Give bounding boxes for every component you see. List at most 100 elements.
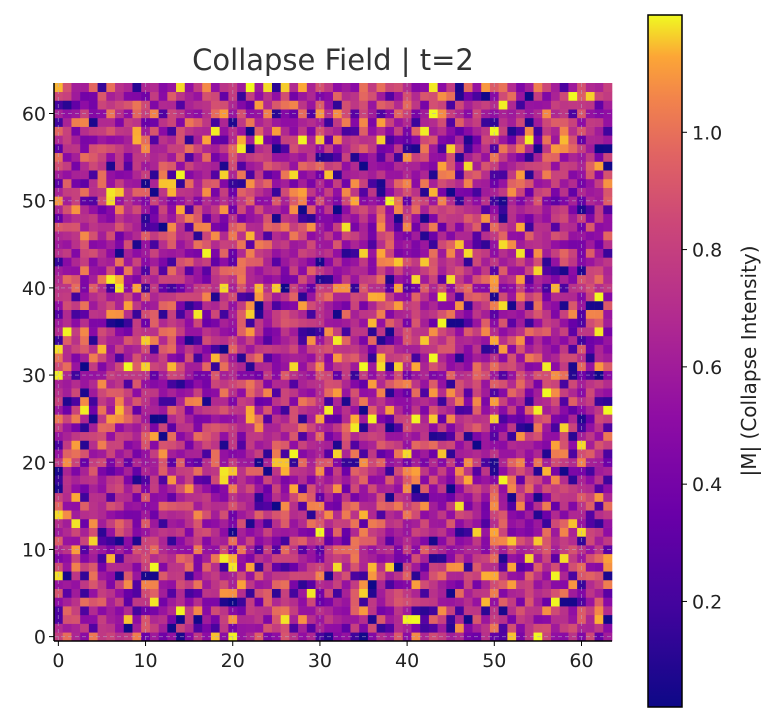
heatmap-cell — [341, 579, 351, 589]
heatmap-cell — [341, 187, 351, 197]
heatmap-cell — [603, 396, 613, 406]
heatmap-cell — [324, 91, 334, 101]
heatmap-cell — [97, 205, 107, 215]
heatmap-cell — [202, 571, 212, 581]
heatmap-cell — [568, 135, 578, 145]
heatmap-cell — [176, 571, 186, 581]
heatmap-cell — [559, 492, 569, 502]
heatmap-cell — [594, 501, 604, 511]
heatmap-cell — [411, 83, 421, 93]
heatmap-cell — [324, 414, 334, 424]
y-tick-label: 60 — [22, 104, 46, 126]
heatmap-cell — [210, 353, 220, 363]
heatmap-cell — [385, 239, 395, 249]
heatmap-cell — [446, 248, 456, 258]
x-tick-label: 30 — [308, 650, 332, 672]
heatmap-cell — [115, 501, 125, 511]
heatmap-cell — [271, 222, 281, 232]
heatmap-cell — [472, 553, 482, 563]
heatmap-cell — [289, 614, 299, 624]
heatmap-cell — [524, 623, 534, 633]
heatmap-cell — [585, 222, 595, 232]
heatmap-cell — [603, 83, 613, 93]
heatmap-cell — [341, 553, 351, 563]
heatmap-cell — [463, 327, 473, 337]
heatmap-cell — [385, 257, 395, 267]
heatmap-cell — [507, 449, 517, 459]
heatmap-cell — [254, 362, 264, 372]
heatmap-cell — [394, 492, 404, 502]
heatmap-cell — [106, 292, 116, 302]
heatmap-cell — [359, 335, 369, 345]
heatmap-cell — [498, 83, 508, 93]
heatmap-cell — [280, 170, 290, 180]
heatmap-cell — [350, 518, 360, 528]
heatmap-cell — [324, 571, 334, 581]
heatmap-cell — [507, 606, 517, 616]
heatmap-cell — [88, 170, 98, 180]
heatmap-cell — [524, 248, 534, 258]
heatmap-cell — [359, 536, 369, 546]
heatmap-cell — [176, 117, 186, 127]
heatmap-cell — [280, 423, 290, 433]
heatmap-cell — [97, 344, 107, 354]
heatmap-cell — [97, 579, 107, 589]
heatmap-cell — [271, 83, 281, 93]
heatmap-cell — [315, 553, 325, 563]
heatmap-cell — [132, 579, 142, 589]
heatmap-cell — [271, 353, 281, 363]
heatmap-cell — [97, 100, 107, 110]
heatmap-cell — [123, 623, 133, 633]
heatmap-cell — [202, 423, 212, 433]
heatmap-cell — [306, 205, 316, 215]
heatmap-cell — [481, 405, 491, 415]
heatmap-cell — [446, 222, 456, 232]
heatmap-cell — [420, 83, 430, 93]
heatmap-cell — [350, 187, 360, 197]
heatmap-cell — [437, 152, 447, 162]
heatmap-cell — [498, 187, 508, 197]
heatmap-cell — [210, 597, 220, 607]
heatmap-cell — [350, 135, 360, 145]
heatmap-cell — [472, 588, 482, 598]
heatmap-cell — [341, 292, 351, 302]
heatmap-cell — [333, 492, 343, 502]
heatmap-cell — [167, 170, 177, 180]
heatmap-cell — [524, 274, 534, 284]
heatmap-cell — [394, 318, 404, 328]
heatmap-cell — [542, 431, 552, 441]
heatmap-cell — [54, 126, 64, 136]
heatmap-cell — [350, 623, 360, 633]
heatmap-cell — [367, 562, 377, 572]
heatmap-cell — [263, 484, 273, 494]
heatmap-cell — [62, 562, 72, 572]
heatmap-cell — [472, 431, 482, 441]
x-tick-label: 50 — [482, 650, 506, 672]
heatmap-cell — [559, 135, 569, 145]
heatmap-cell — [71, 405, 81, 415]
heatmap-cell — [420, 335, 430, 345]
heatmap-cell — [193, 431, 203, 441]
heatmap-cell — [123, 614, 133, 624]
heatmap-cell — [280, 466, 290, 476]
heatmap-cell — [80, 362, 90, 372]
heatmap-cell — [132, 475, 142, 485]
heatmap-cell — [507, 135, 517, 145]
heatmap-cell — [271, 518, 281, 528]
heatmap-cell — [463, 213, 473, 223]
heatmap-cell — [123, 518, 133, 528]
heatmap-cell — [115, 327, 125, 337]
heatmap-cell — [132, 344, 142, 354]
heatmap-cell — [437, 553, 447, 563]
heatmap-cell — [376, 170, 386, 180]
heatmap-cell — [106, 492, 116, 502]
heatmap-cell — [88, 327, 98, 337]
heatmap-cell — [254, 423, 264, 433]
heatmap-cell — [376, 414, 386, 424]
heatmap-cell — [385, 484, 395, 494]
heatmap-cell — [333, 562, 343, 572]
heatmap-cell — [498, 606, 508, 616]
heatmap-cell — [97, 117, 107, 127]
heatmap-cell — [498, 152, 508, 162]
heatmap-cell — [123, 178, 133, 188]
